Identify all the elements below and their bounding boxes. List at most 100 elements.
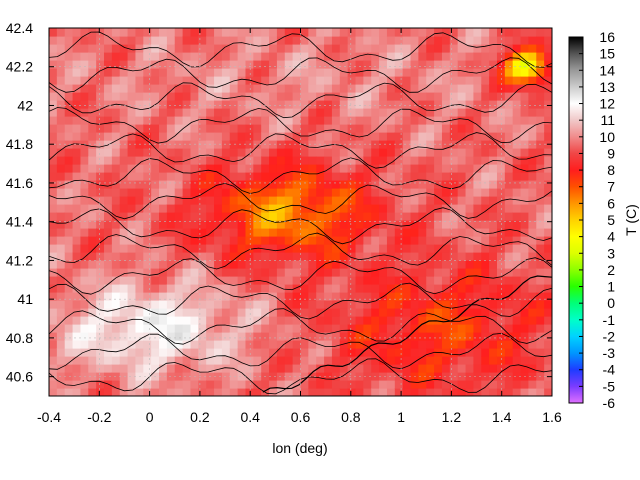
heatmap-cell — [261, 180, 270, 189]
heatmap-cell — [386, 140, 396, 149]
heatmap-cell — [331, 228, 341, 237]
heatmap-cell — [111, 308, 121, 317]
heatmap-cell — [111, 164, 121, 173]
heatmap-cell — [119, 268, 129, 277]
heatmap-cell — [363, 44, 372, 53]
heatmap-cell — [394, 260, 404, 269]
heatmap-cell — [135, 196, 144, 205]
heatmap-cell — [371, 92, 380, 101]
heatmap-cell — [426, 116, 435, 125]
heatmap-cell — [473, 188, 482, 197]
heatmap-cell — [465, 148, 475, 157]
heatmap-cell — [284, 364, 294, 373]
heatmap-cell — [198, 52, 207, 61]
heatmap-cell — [143, 220, 152, 229]
heatmap-cell — [363, 164, 372, 173]
heatmap-cell — [206, 356, 215, 365]
heatmap-cell — [331, 148, 341, 157]
heatmap-cell — [96, 372, 105, 381]
heatmap-cell — [221, 284, 231, 293]
heatmap-cell — [410, 28, 419, 37]
heatmap-cell — [269, 132, 278, 141]
heatmap-cell — [88, 372, 97, 381]
heatmap-cell — [363, 324, 372, 333]
heatmap-cell — [49, 164, 58, 173]
heatmap-cell — [72, 332, 82, 341]
heatmap-cell — [512, 364, 522, 373]
heatmap-cell — [410, 380, 419, 389]
heatmap-cell — [253, 148, 262, 157]
heatmap-cell — [72, 276, 82, 285]
heatmap-cell — [300, 276, 309, 285]
heatmap-cell — [379, 172, 388, 181]
contour-line — [49, 107, 552, 144]
x-axis-label: lon (deg) — [272, 440, 327, 456]
heatmap-cell — [221, 340, 231, 349]
heatmap-cell — [426, 388, 435, 396]
heatmap-cell — [214, 148, 223, 157]
heatmap-cell — [190, 164, 199, 173]
heatmap-cell — [284, 204, 294, 213]
heatmap-cell — [331, 260, 341, 269]
heatmap-cell — [135, 148, 144, 157]
heatmap-cell — [300, 228, 309, 237]
heatmap-cell — [426, 164, 435, 173]
heatmap-cell — [410, 196, 419, 205]
heatmap-cell — [206, 68, 215, 77]
heatmap-cell — [127, 204, 137, 213]
heatmap-cell — [198, 284, 207, 293]
heatmap-cell — [135, 124, 144, 133]
heatmap-cell — [355, 372, 364, 381]
heatmap-cell — [324, 84, 333, 93]
heatmap-cell — [269, 356, 278, 365]
heatmap-cell — [449, 220, 459, 229]
heatmap-cell — [386, 316, 396, 325]
heatmap-cell — [104, 364, 113, 373]
heatmap-cell — [261, 44, 270, 53]
heatmap-cell — [504, 172, 514, 181]
heatmap-cell — [88, 252, 97, 261]
heatmap-cell — [441, 308, 451, 317]
heatmap-cell — [300, 324, 309, 333]
heatmap-cell — [143, 284, 152, 293]
heatmap-cell — [237, 284, 247, 293]
heatmap-cell — [496, 276, 506, 285]
heatmap-cell — [127, 36, 137, 45]
heatmap-cell — [528, 36, 537, 45]
heatmap-cell — [324, 68, 333, 77]
heatmap-cell — [64, 36, 74, 45]
heatmap-cell — [64, 156, 74, 165]
heatmap-cell — [229, 316, 239, 325]
heatmap-cell — [512, 140, 522, 149]
heatmap-cell — [166, 180, 176, 189]
heatmap-cell — [206, 244, 215, 253]
heatmap-cell — [151, 308, 160, 317]
heatmap-cell — [512, 36, 522, 45]
heatmap-cell — [237, 252, 247, 261]
heatmap-cell — [363, 260, 372, 269]
heatmap-cell — [284, 52, 294, 61]
heatmap-cell — [127, 132, 137, 141]
heatmap-cell — [245, 244, 254, 253]
heatmap-cell — [489, 292, 498, 301]
heatmap-cell — [88, 260, 97, 269]
heatmap-cell — [347, 172, 357, 181]
heatmap-cell — [402, 268, 412, 277]
temperature-field — [49, 28, 552, 396]
heatmap-cell — [520, 300, 530, 309]
heatmap-cell — [489, 180, 498, 189]
heatmap-cell — [159, 244, 168, 253]
heatmap-cell — [363, 204, 372, 213]
heatmap-cell — [261, 68, 270, 77]
heatmap-cell — [363, 292, 372, 301]
heatmap-cell — [371, 156, 380, 165]
heatmap-cell — [402, 140, 412, 149]
heatmap-cell — [465, 252, 475, 261]
heatmap-cell — [72, 164, 82, 173]
heatmap-cell — [394, 44, 404, 53]
heatmap-cell — [135, 220, 144, 229]
heatmap-cell — [214, 276, 223, 285]
heatmap-cell — [182, 116, 192, 125]
heatmap-cell — [457, 60, 467, 69]
heatmap-cell — [96, 116, 105, 125]
